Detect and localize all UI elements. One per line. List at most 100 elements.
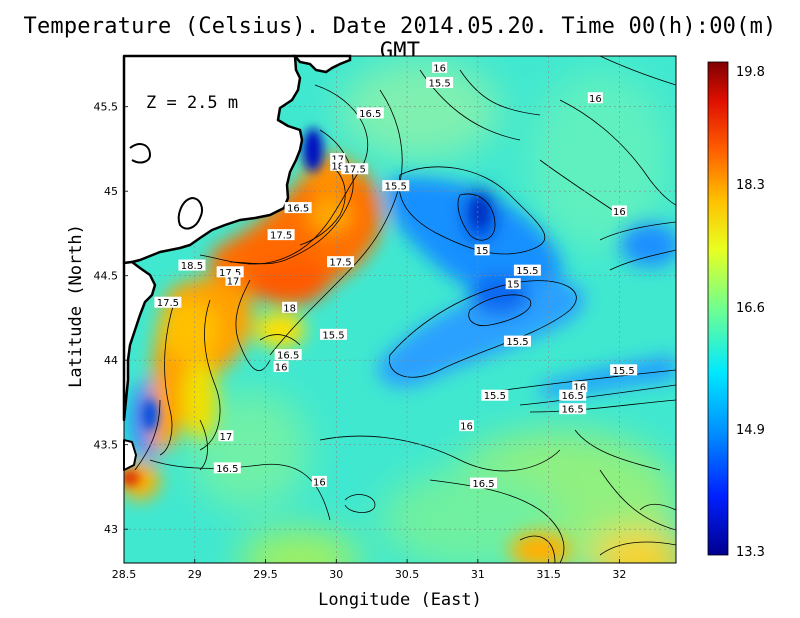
contour-label: 17.5 (154, 296, 182, 309)
contour-label-bg (382, 180, 410, 192)
contour-label-text: 18 (283, 303, 296, 314)
contour-label: 16 (572, 381, 588, 394)
contour-label: 16 (273, 360, 289, 373)
contour-label-text: 16.5 (562, 405, 584, 416)
contour-label-text: 16 (589, 94, 602, 105)
contour-label-text: 16.5 (472, 479, 494, 490)
contour-label-bg (319, 328, 347, 340)
contour-label-text: 16 (433, 63, 446, 74)
contour-label-bg (474, 244, 490, 256)
contour-label-bg (330, 159, 346, 171)
contour-label-bg (587, 92, 603, 104)
contour-lines (134, 56, 676, 563)
contour-label-bg (432, 61, 448, 73)
x-tick-label: 31.5 (536, 568, 561, 581)
colorbar-tick-label: 19.8 (736, 65, 765, 80)
contour-label: 17.5 (267, 229, 295, 242)
contour-label: 17.5 (341, 163, 369, 176)
contour-label-text: 17.5 (329, 258, 351, 269)
contour-label-text: 17 (220, 432, 233, 443)
x-tick-label: 29 (188, 568, 202, 581)
contour-label-text: 15.5 (484, 391, 506, 402)
contour-label-bg (503, 335, 531, 347)
contour-label-bg (572, 381, 588, 393)
x-tick-label: 31 (471, 568, 485, 581)
x-tick-label: 32 (612, 568, 626, 581)
contour-label: 15.5 (426, 77, 454, 90)
contour-label: 18 (282, 301, 298, 314)
chart-title: Temperature (Celsius). Date 2014.05.20. … (23, 14, 777, 64)
colorbar-tick-label: 13.3 (736, 545, 765, 560)
contour-label-text: 16.5 (359, 109, 381, 120)
contour-label-bg (610, 364, 638, 376)
y-axis-label: Latitude (North) (66, 224, 86, 388)
contour-label-bg (356, 107, 384, 119)
y-tick-label: 43.5 (94, 439, 119, 452)
contour-label-bg (154, 296, 182, 308)
x-tick-label: 29.5 (253, 568, 278, 581)
contour-label: 15.5 (481, 389, 509, 402)
contour-label-bg (559, 389, 587, 401)
contour-label-text: 18.5 (181, 261, 203, 272)
contour-label: 17 (218, 430, 234, 443)
contour-label: 15.5 (503, 335, 531, 348)
contour-label-text: 16 (613, 207, 626, 218)
x-axis-ticks: 28.5 29 29.5 30 30.5 31 31.5 32 (112, 559, 626, 581)
contour-label: 15.5 (382, 180, 410, 193)
contour-label: 16.5 (559, 389, 587, 402)
colorbar-labels: 19.8 18.3 16.6 14.9 13.3 (736, 65, 765, 560)
contour-label-bg (459, 420, 475, 432)
contour-label-bg (311, 475, 327, 487)
y-tick-label: 43 (104, 523, 118, 536)
contour-label: 18 (330, 159, 346, 172)
contour-label-text: 15.5 (612, 366, 634, 377)
contour-label-bg (513, 264, 541, 276)
contour-label-bg (274, 349, 302, 361)
contour-label-bg (470, 477, 498, 489)
contour-label: 15.5 (319, 328, 347, 341)
contour-label-bg (282, 301, 298, 313)
contour-label-text: 15.5 (506, 337, 528, 348)
x-tick-label: 30 (329, 568, 343, 581)
contour-label-text: 16 (573, 383, 586, 394)
contour-label: 16.5 (284, 202, 312, 215)
x-tick-label: 28.5 (112, 568, 137, 581)
contour-label-bg (481, 389, 509, 401)
contour-label-bg (284, 202, 312, 214)
contour-label: 17.5 (327, 256, 355, 269)
y-tick-label: 45 (104, 185, 118, 198)
contour-label-text: 16 (313, 477, 326, 488)
land-mask (122, 54, 352, 471)
contour-label: 15 (474, 244, 490, 257)
contour-label-text: 17.5 (344, 165, 366, 176)
contour-labels: 1615.51616.5171817.515.516.51617.51517.5… (154, 61, 638, 490)
contour-label-text: 17.5 (270, 231, 292, 242)
colorbar (707, 61, 729, 556)
contour-label-bg (341, 163, 369, 175)
contour-label-bg (178, 259, 206, 271)
contour-label-bg (267, 229, 295, 241)
contour-label-bg (559, 403, 587, 415)
contour-label-text: 15.5 (516, 266, 538, 277)
contour-label-bg (611, 205, 627, 217)
x-axis-label: Longitude (East) (318, 590, 482, 610)
contour-label-text: 15 (507, 280, 520, 291)
y-tick-label: 45.5 (94, 101, 119, 114)
contour-label: 16 (432, 61, 448, 74)
contour-label-bg (225, 274, 241, 286)
x-tick-label: 30.5 (395, 568, 420, 581)
colorbar-tick-label: 18.3 (736, 178, 765, 193)
contour-label-bg (213, 462, 241, 474)
contour-label: 16 (587, 92, 603, 105)
contour-label-text: 17.5 (157, 298, 179, 309)
contour-label-text: 15.5 (385, 182, 407, 193)
contour-label-text: 16 (275, 362, 288, 373)
contour-label: 16.5 (274, 349, 302, 362)
contour-label-text: 16.5 (216, 464, 238, 475)
contour-label: 16.5 (470, 477, 498, 490)
contour-label-text: 15 (476, 246, 489, 257)
contour-label-text: 17.5 (219, 268, 241, 279)
contour-label-bg (505, 278, 521, 290)
contour-label-bg (426, 77, 454, 89)
contour-label: 18.5 (178, 259, 206, 272)
